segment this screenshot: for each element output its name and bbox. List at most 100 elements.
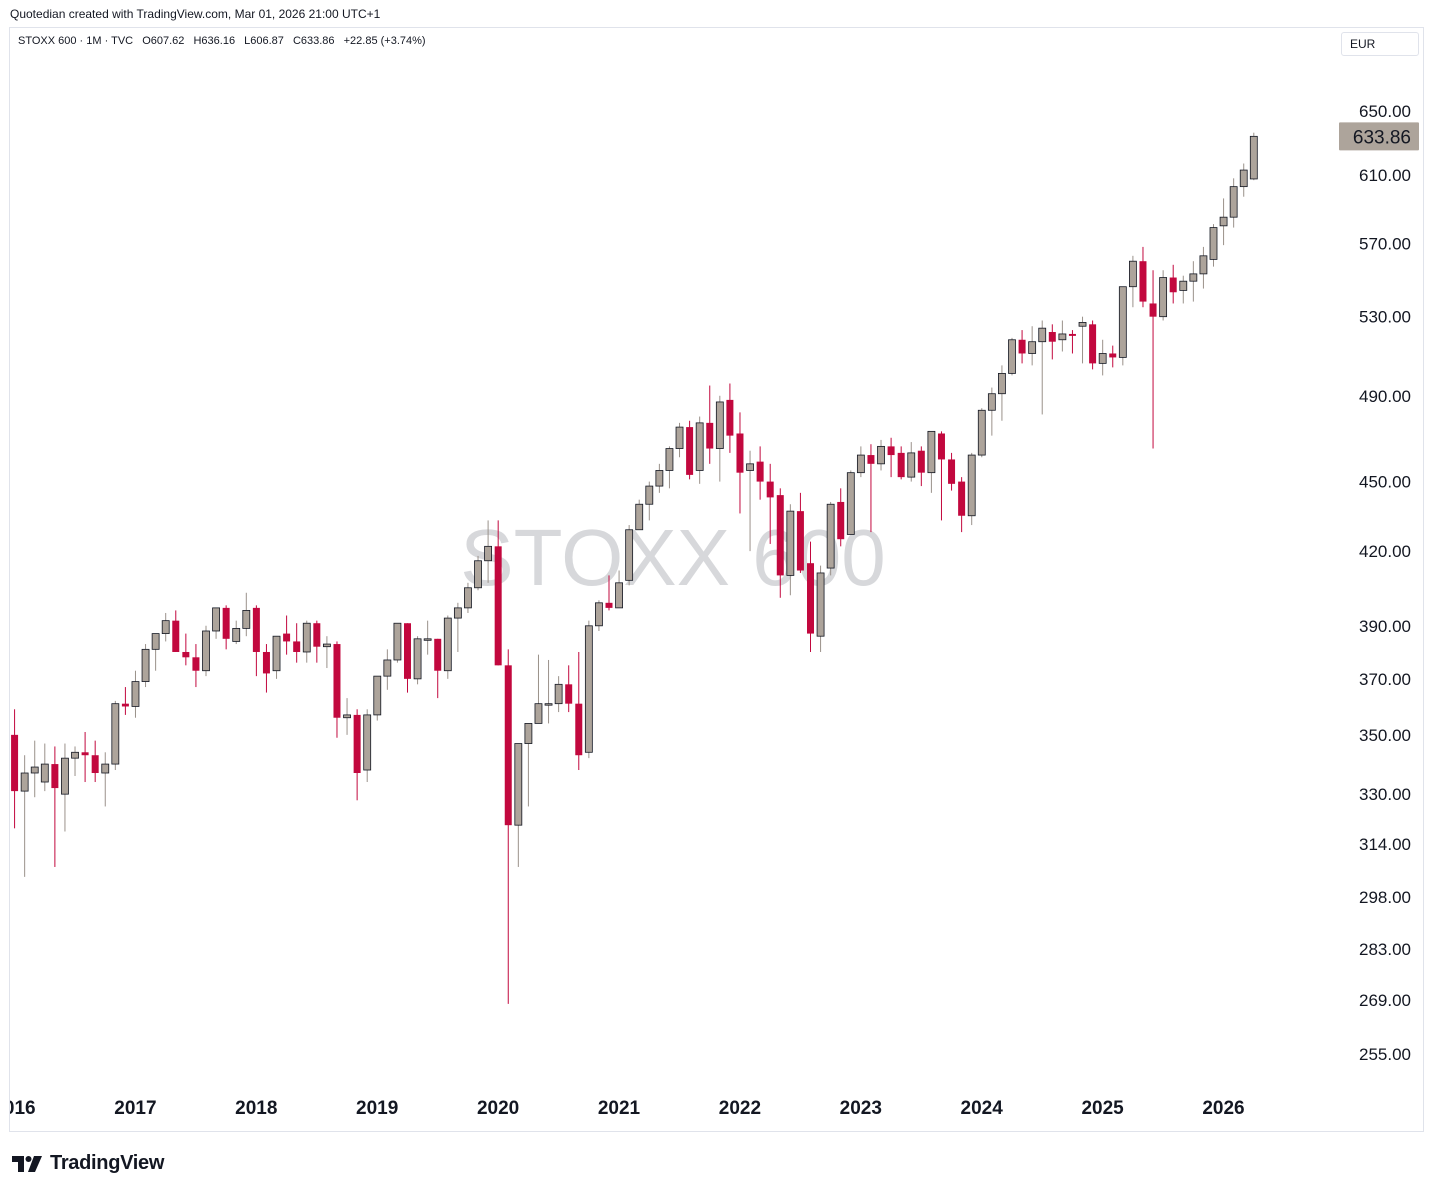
candle-2021-05[interactable] bbox=[645, 481, 654, 521]
candle-2026-04[interactable] bbox=[1239, 163, 1248, 197]
candle-2018-04[interactable] bbox=[272, 635, 281, 679]
candle-2021-12[interactable] bbox=[715, 395, 724, 482]
candle-2016-06[interactable] bbox=[51, 746, 59, 867]
candle-2017-03[interactable] bbox=[141, 644, 150, 688]
candle-2018-02[interactable] bbox=[252, 605, 260, 677]
candle-2016-07[interactable] bbox=[61, 743, 69, 832]
candle-2022-09[interactable] bbox=[807, 541, 814, 652]
candle-2020-02[interactable] bbox=[494, 520, 502, 666]
candle-2016-09[interactable] bbox=[81, 731, 89, 783]
candle-2026-02[interactable] bbox=[1219, 198, 1228, 246]
candle-2024-07[interactable] bbox=[1028, 326, 1037, 366]
candle-2020-10[interactable] bbox=[575, 651, 583, 771]
candle-2019-04[interactable] bbox=[393, 622, 402, 663]
candle-2025-01[interactable] bbox=[1089, 320, 1097, 370]
candle-2022-05[interactable] bbox=[766, 463, 774, 544]
candle-2018-03[interactable] bbox=[262, 644, 270, 693]
candle-2017-10[interactable] bbox=[212, 607, 220, 639]
candle-2023-01[interactable] bbox=[846, 470, 855, 535]
candle-2019-11[interactable] bbox=[464, 582, 472, 613]
candle-2021-02[interactable] bbox=[615, 570, 623, 609]
candle-2023-05[interactable] bbox=[887, 437, 895, 478]
candle-2016-12[interactable] bbox=[111, 700, 120, 771]
candle-2021-10[interactable] bbox=[695, 416, 704, 484]
candle-2022-12[interactable] bbox=[837, 488, 845, 547]
candle-2021-01[interactable] bbox=[605, 575, 613, 611]
candle-2020-06[interactable] bbox=[534, 654, 543, 724]
candle-2024-12[interactable] bbox=[1078, 316, 1087, 364]
candle-2018-11[interactable] bbox=[343, 698, 351, 735]
candle-2022-01[interactable] bbox=[726, 383, 734, 453]
candle-2017-04[interactable] bbox=[151, 633, 160, 671]
candle-2020-11[interactable] bbox=[584, 620, 593, 759]
candle-2016-02[interactable] bbox=[11, 709, 19, 829]
candle-2019-02[interactable] bbox=[373, 675, 382, 721]
candle-2022-10[interactable] bbox=[816, 565, 825, 652]
candle-2020-05[interactable] bbox=[524, 723, 533, 807]
candle-2024-06[interactable] bbox=[1018, 330, 1026, 364]
candle-2020-04[interactable] bbox=[514, 743, 523, 867]
candle-2021-09[interactable] bbox=[686, 420, 694, 480]
candle-2023-08[interactable] bbox=[917, 446, 925, 487]
candle-2021-04[interactable] bbox=[635, 499, 644, 531]
candle-2018-05[interactable] bbox=[283, 615, 291, 655]
candle-2019-09[interactable] bbox=[443, 615, 452, 679]
candle-2025-05[interactable] bbox=[1129, 255, 1137, 308]
candle-2024-10[interactable] bbox=[1058, 320, 1067, 352]
candle-2024-01[interactable] bbox=[967, 452, 976, 526]
candle-2023-06[interactable] bbox=[897, 446, 905, 480]
price-axis[interactable]: 650.00 610.00 570.00 530.00 490.00 450.00 420.… bbox=[1339, 102, 1419, 1064]
candle-2019-10[interactable] bbox=[453, 602, 462, 652]
candle-2025-06[interactable] bbox=[1139, 246, 1147, 308]
candle-2025-04[interactable] bbox=[1118, 286, 1127, 366]
candle-2023-11[interactable] bbox=[948, 452, 956, 491]
candle-2017-06[interactable] bbox=[172, 610, 180, 652]
candle-2021-07[interactable] bbox=[665, 446, 674, 489]
candle-2018-10[interactable] bbox=[333, 641, 341, 738]
candle-2022-11[interactable] bbox=[826, 501, 835, 576]
candle-2025-08[interactable] bbox=[1159, 270, 1168, 321]
candle-2019-07[interactable] bbox=[423, 620, 432, 655]
candle-2025-03[interactable] bbox=[1109, 345, 1117, 368]
legend-symbol[interactable]: STOXX 600 · 1M · TVC bbox=[18, 35, 134, 47]
candle-2019-08[interactable] bbox=[434, 638, 442, 699]
candle-2017-05[interactable] bbox=[161, 612, 170, 642]
candle-2024-09[interactable] bbox=[1048, 324, 1056, 360]
candle-2019-12[interactable] bbox=[474, 555, 482, 591]
candle-2016-04[interactable] bbox=[30, 740, 39, 798]
candle-2020-03[interactable] bbox=[504, 649, 512, 1004]
candle-2024-03[interactable] bbox=[987, 387, 996, 436]
candle-2016-11[interactable] bbox=[101, 752, 110, 807]
candle-2024-11[interactable] bbox=[1068, 330, 1076, 354]
candle-2024-05[interactable] bbox=[1008, 337, 1016, 376]
candle-2022-03[interactable] bbox=[746, 450, 754, 552]
candle-2026-01[interactable] bbox=[1209, 224, 1218, 267]
candle-2025-10[interactable] bbox=[1179, 275, 1188, 304]
candle-2023-03[interactable] bbox=[867, 444, 875, 533]
candle-2017-02[interactable] bbox=[131, 670, 140, 718]
candle-2018-06[interactable] bbox=[293, 623, 301, 663]
candle-2023-04[interactable] bbox=[877, 439, 885, 471]
candle-2026-03[interactable] bbox=[1229, 178, 1238, 228]
candle-2020-01[interactable] bbox=[484, 520, 493, 583]
candle-2026-05[interactable] bbox=[1249, 132, 1258, 181]
candle-2019-03[interactable] bbox=[383, 649, 392, 690]
candle-2022-08[interactable] bbox=[796, 492, 804, 573]
candle-2016-08[interactable] bbox=[71, 746, 79, 777]
candle-2021-06[interactable] bbox=[655, 463, 664, 493]
candle-2024-08[interactable] bbox=[1038, 320, 1047, 415]
candle-2023-10[interactable] bbox=[937, 431, 945, 521]
candle-2019-06[interactable] bbox=[413, 636, 422, 685]
candle-2018-07[interactable] bbox=[302, 620, 311, 663]
candle-2023-07[interactable] bbox=[907, 442, 916, 482]
candle-2017-08[interactable] bbox=[192, 644, 200, 688]
candle-2016-05[interactable] bbox=[40, 743, 49, 792]
tradingview-logo[interactable]: TradingView bbox=[12, 1152, 164, 1175]
candle-2018-09[interactable] bbox=[322, 636, 331, 669]
candle-2021-11[interactable] bbox=[706, 385, 714, 464]
candle-2020-09[interactable] bbox=[565, 665, 573, 713]
candle-2018-01[interactable] bbox=[242, 592, 251, 637]
time-axis[interactable]: 2016 2017 2018 2019 2020 2021 2022 2023 2024 2025… bbox=[0, 1098, 1245, 1119]
candle-2017-11[interactable] bbox=[222, 605, 230, 650]
